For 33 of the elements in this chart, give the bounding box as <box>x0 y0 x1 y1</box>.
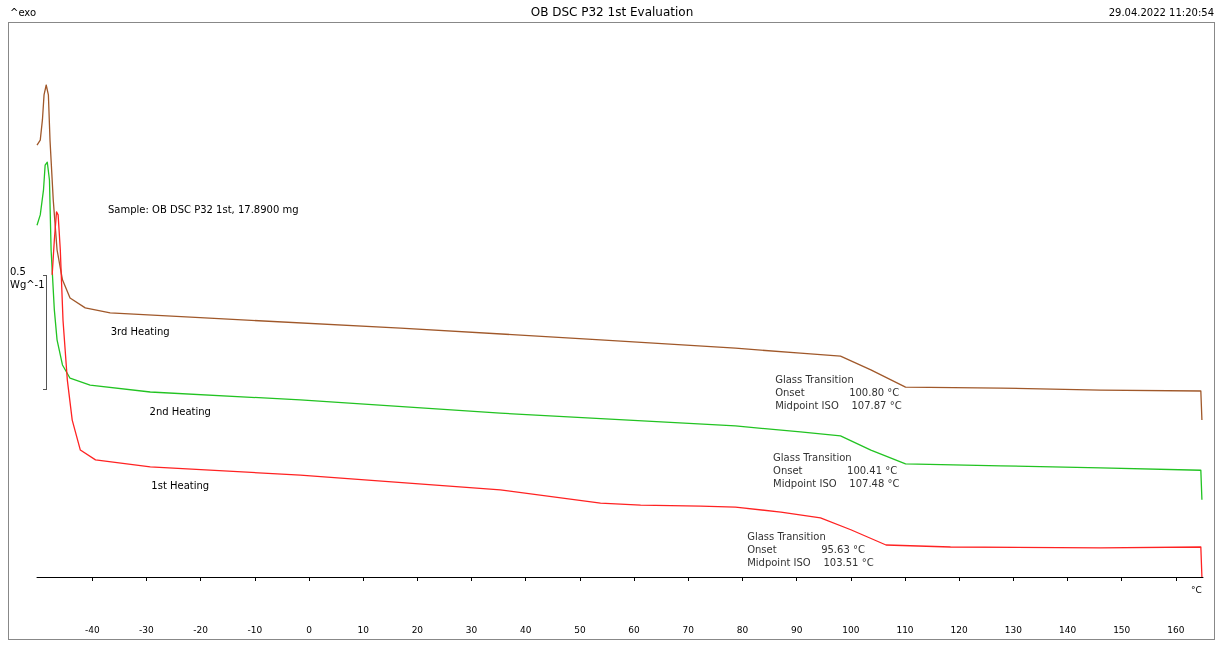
x-tick-label: 110 <box>896 624 914 635</box>
x-tick-label: 150 <box>1113 624 1131 635</box>
x-tick-label: 60 <box>628 624 641 635</box>
annotation: Glass Transition Onset 100.80 °C Midpoint ISO 107.87 °C <box>775 373 902 411</box>
x-tick-label: 160 <box>1167 624 1185 635</box>
series-label: 1st Heating <box>151 480 210 492</box>
x-tick-label: 140 <box>1058 624 1077 635</box>
annotation: 0.5 Wg^-1 <box>10 266 45 290</box>
x-tick-label: -40 <box>84 624 100 635</box>
annotation: Glass Transition Onset 95.63 °C Midpoint ISO 103.51 °C <box>747 530 874 568</box>
x-tick-label: 80 <box>736 624 749 635</box>
series-label: 3rd Heating <box>110 326 170 338</box>
chart-title: OB DSC P32 1st Evaluation <box>530 5 694 19</box>
annotation: Glass Transition Onset 100.41 °C Midpoint ISO 107.48 °C <box>773 452 900 490</box>
x-tick-label: 100 <box>842 624 860 635</box>
x-tick-label: 130 <box>1004 624 1023 635</box>
x-tick-label: 30 <box>465 624 478 635</box>
x-tick-label: -20 <box>193 624 209 635</box>
x-tick-label: 40 <box>520 624 532 635</box>
x-tick-label: 50 <box>574 624 586 635</box>
text: ^exo <box>10 7 37 18</box>
x-tick-label: -10 <box>247 624 263 635</box>
x-tick-label: 120 <box>950 624 969 635</box>
annotation: Sample: OB DSC P32 1st, 17.8900 mg <box>108 204 299 215</box>
x-tick-label: 70 <box>682 624 695 635</box>
x-tick-label: 90 <box>790 624 803 635</box>
text: 29.04.2022 11:20:54 <box>1108 7 1215 18</box>
x-tick-label: -30 <box>139 624 155 635</box>
x-tick-label: 10 <box>357 624 370 635</box>
series-label: 2nd Heating <box>149 405 211 417</box>
x-axis-title: °C <box>1191 584 1202 595</box>
x-tick-label: 0 <box>306 624 313 635</box>
x-tick-label: 20 <box>411 624 424 635</box>
